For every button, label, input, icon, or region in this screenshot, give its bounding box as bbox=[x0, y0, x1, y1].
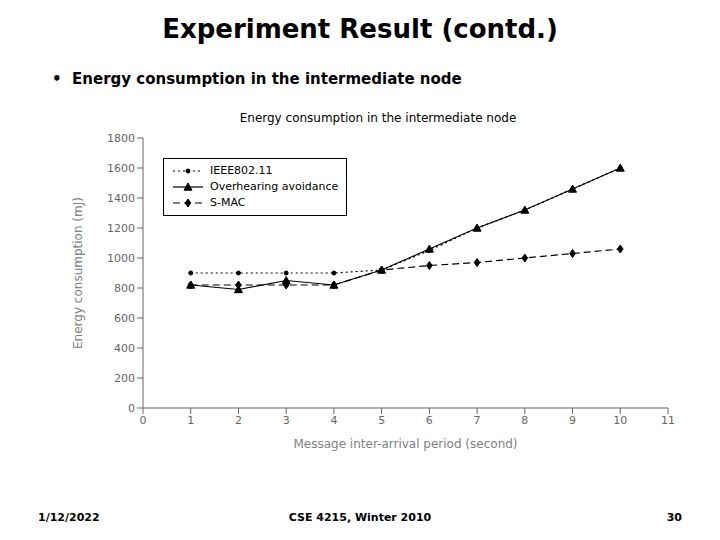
html-text:1/12/2022: 1/12/2022 bbox=[38, 511, 100, 524]
svg-text:2: 2 bbox=[235, 414, 242, 427]
svg-text:1: 1 bbox=[187, 414, 194, 427]
svg-text:1000: 1000 bbox=[107, 252, 135, 265]
html-text:Overhearing avoidance: Overhearing avoidance bbox=[210, 180, 339, 193]
svg-text:7: 7 bbox=[474, 414, 481, 427]
html-text:30: 30 bbox=[666, 511, 682, 524]
svg-text:200: 200 bbox=[114, 372, 135, 385]
svg-text:1600: 1600 bbox=[107, 162, 135, 175]
svg-text:8: 8 bbox=[521, 414, 528, 427]
svg-text:400: 400 bbox=[114, 342, 135, 355]
html-text:IEEE802.11: IEEE802.11 bbox=[210, 164, 273, 177]
html-text:CSE 4215, Winter 2010: CSE 4215, Winter 2010 bbox=[288, 511, 432, 524]
svg-text:4: 4 bbox=[330, 414, 337, 427]
svg-text:0: 0 bbox=[128, 402, 135, 415]
html-text:Experiment Result (contd.): Experiment Result (contd.) bbox=[162, 14, 558, 44]
svg-text:1800: 1800 bbox=[107, 132, 135, 145]
svg-text:600: 600 bbox=[114, 312, 135, 325]
svg-text:0: 0 bbox=[140, 414, 147, 427]
svg-text:6: 6 bbox=[426, 414, 433, 427]
svg-text:5: 5 bbox=[378, 414, 385, 427]
svg-text:11: 11 bbox=[661, 414, 675, 427]
html-text:S-MAC: S-MAC bbox=[210, 196, 246, 209]
html-text:Energy consumption in the inte: Energy consumption in the intermediate n… bbox=[239, 111, 517, 125]
svg-text:1200: 1200 bbox=[107, 222, 135, 235]
svg-text:9: 9 bbox=[569, 414, 576, 427]
svg-text:10: 10 bbox=[613, 414, 627, 427]
svg-text:800: 800 bbox=[114, 282, 135, 295]
svg-text:1400: 1400 bbox=[107, 192, 135, 205]
svg-text:Message inter-arrival period (: Message inter-arrival period (second) bbox=[293, 437, 517, 451]
html-text:• Energy consumption in the in: • Energy consumption in the intermediate… bbox=[52, 70, 462, 88]
svg-text:Energy consumption (mJ): Energy consumption (mJ) bbox=[71, 197, 85, 349]
svg-text:3: 3 bbox=[283, 414, 290, 427]
